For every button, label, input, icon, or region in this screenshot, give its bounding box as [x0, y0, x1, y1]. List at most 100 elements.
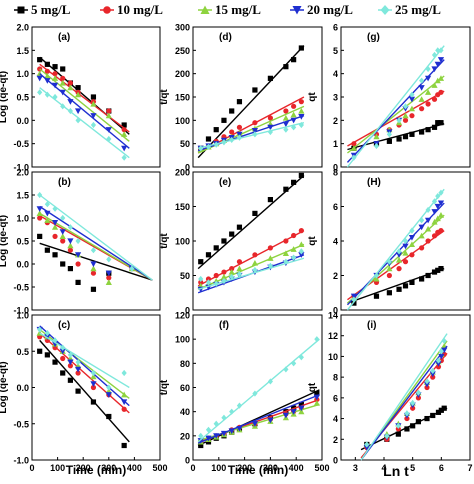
- data-point: [213, 420, 219, 427]
- data-point: [419, 129, 425, 135]
- data-point: [44, 210, 51, 217]
- y-tick-label: 14: [328, 311, 338, 321]
- fit-line: [197, 394, 320, 444]
- data-point: [252, 87, 258, 93]
- y-tick-label: 100: [175, 116, 190, 126]
- data-point: [60, 103, 66, 110]
- data-point: [415, 395, 421, 401]
- data-point: [105, 112, 112, 119]
- data-point: [402, 117, 409, 123]
- data-point: [67, 266, 73, 272]
- data-point: [221, 277, 227, 285]
- panel-label: (d): [219, 32, 232, 43]
- data-point: [291, 232, 297, 239]
- data-point: [437, 57, 445, 63]
- data-point: [435, 193, 441, 200]
- data-point: [236, 99, 243, 105]
- y-tick-label: -1.0: [13, 456, 29, 466]
- data-point: [402, 283, 409, 289]
- legend-label: 5 mg/L: [31, 2, 71, 17]
- data-point: [213, 280, 219, 287]
- y-tick-label: 8: [333, 168, 338, 178]
- y-tick-label: 1.5: [16, 191, 29, 201]
- y-axis-title: qt: [307, 236, 318, 246]
- data-point: [409, 279, 415, 285]
- data-point: [121, 406, 127, 412]
- data-point: [229, 129, 235, 135]
- data-point: [90, 94, 97, 100]
- data-point: [298, 408, 305, 415]
- data-point: [373, 133, 380, 140]
- data-point: [121, 131, 128, 137]
- data-point: [59, 348, 66, 355]
- data-point: [44, 68, 50, 74]
- data-point: [283, 366, 289, 373]
- panel-i: 0 2 4 6 8 10 12 14 3 4 5 6 7 (i) qt: [307, 311, 473, 474]
- data-point: [431, 233, 438, 239]
- data-point: [424, 384, 430, 391]
- data-point: [395, 252, 403, 258]
- data-point: [434, 77, 441, 84]
- y-tick-label: 1.0: [16, 214, 29, 224]
- data-point: [424, 89, 432, 95]
- data-point: [121, 122, 127, 128]
- fit-line: [346, 188, 445, 311]
- data-point: [418, 96, 425, 102]
- data-point: [75, 117, 81, 124]
- data-point: [282, 412, 289, 419]
- data-point: [435, 120, 441, 126]
- x-tick-label: 200: [76, 463, 91, 473]
- y-tick-label: 150: [175, 93, 190, 103]
- data-point: [438, 407, 444, 413]
- y-tick-label: 1.0: [16, 311, 29, 321]
- data-point: [44, 91, 50, 98]
- panel-e: 0 50 100 150 200 (e) t/qt: [159, 168, 323, 316]
- legend-marker-5: [14, 6, 28, 14]
- y-tick-label: 50: [180, 139, 190, 149]
- data-point: [60, 261, 66, 267]
- data-point: [267, 197, 273, 203]
- data-point: [121, 369, 127, 377]
- fit-line: [39, 205, 153, 281]
- data-point: [410, 399, 416, 407]
- panel-c: -1.0 -0.5 0.0 0.5 1.0 0 100 200 300 400 500 (c) Log …: [0, 311, 168, 474]
- data-point: [267, 417, 274, 424]
- data-point: [67, 238, 74, 245]
- data-point: [435, 357, 442, 364]
- data-point: [438, 228, 444, 234]
- data-point: [221, 238, 227, 244]
- legend: 5 mg/L 10 mg/L 15 mg/L 20 mg/L 25 mg/L: [0, 0, 474, 20]
- data-point: [267, 378, 273, 385]
- data-point: [36, 206, 43, 212]
- panel-label: (H): [367, 177, 381, 188]
- data-point: [59, 233, 66, 239]
- data-point: [409, 227, 415, 234]
- y-tick-label: 0: [185, 306, 190, 316]
- y-tick-label: 80: [180, 359, 190, 369]
- x-tick-label: 100: [211, 463, 226, 473]
- data-point: [363, 444, 370, 451]
- data-point: [236, 425, 243, 432]
- data-point: [67, 363, 73, 369]
- data-point: [438, 189, 444, 196]
- data-point: [252, 266, 258, 274]
- data-point: [75, 388, 81, 394]
- fit-line: [347, 90, 445, 147]
- data-point: [121, 399, 128, 406]
- data-point: [67, 99, 74, 105]
- data-point: [283, 258, 289, 265]
- fit-line: [39, 212, 153, 281]
- data-point: [431, 124, 438, 130]
- fit-line: [39, 339, 130, 443]
- data-point: [121, 127, 127, 133]
- data-point: [431, 218, 438, 225]
- data-point: [52, 93, 58, 101]
- data-point: [106, 135, 112, 143]
- y-tick-label: 4: [333, 237, 338, 247]
- data-point: [236, 259, 243, 265]
- data-point: [351, 300, 357, 306]
- data-point: [44, 330, 50, 337]
- data-point: [373, 275, 380, 282]
- panel-label: (a): [58, 32, 70, 43]
- data-point: [229, 136, 235, 144]
